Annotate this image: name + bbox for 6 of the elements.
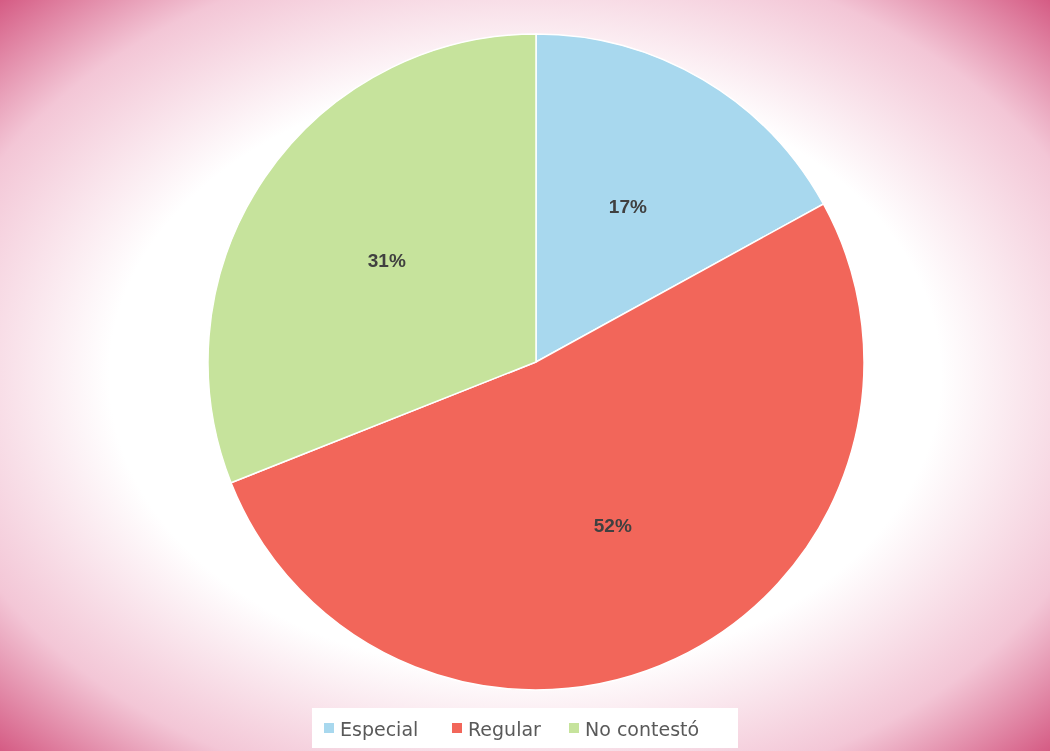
data-label: 17% [608,196,647,218]
legend-label: Especial [340,718,419,740]
slice-label: Regular [468,718,542,740]
data-label: 31% [367,250,406,272]
legend-label: No contestó [585,718,700,740]
data-label: 52% [593,514,632,536]
